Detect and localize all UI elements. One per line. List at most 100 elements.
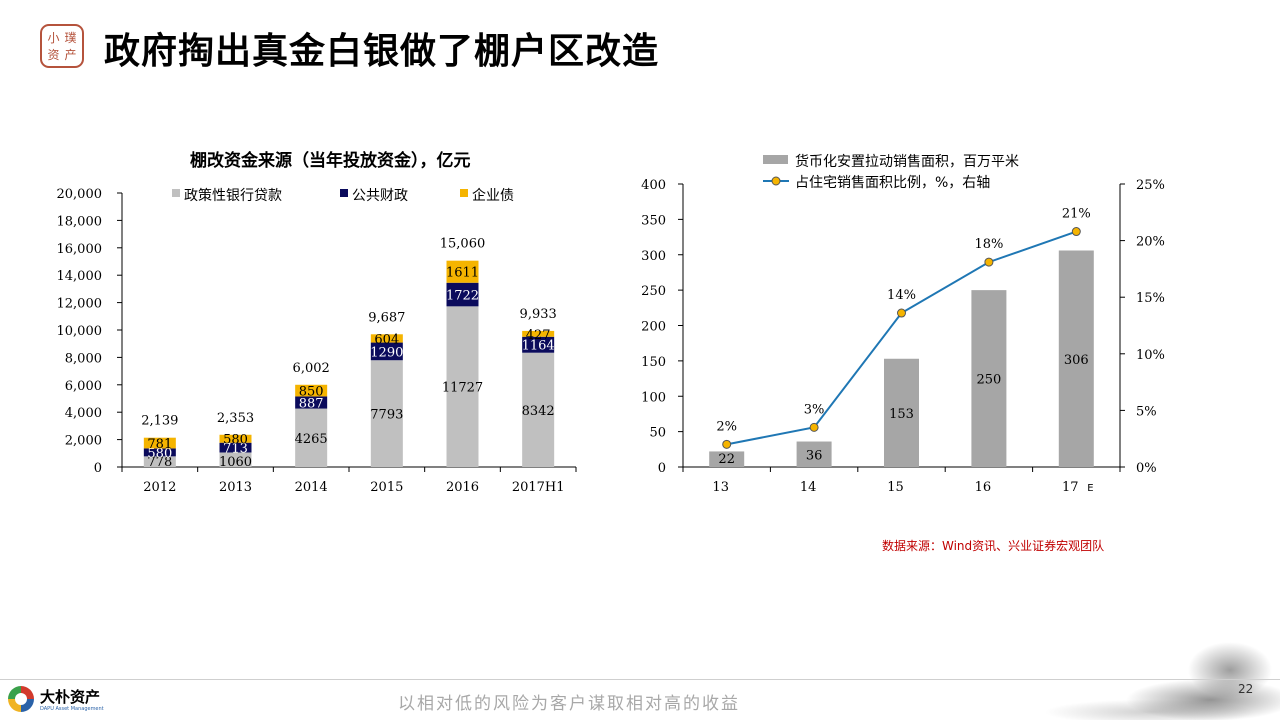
legend-swatch <box>172 189 180 197</box>
x-tick-label: 17 <box>1062 480 1079 495</box>
seal-char: 璞 <box>64 30 77 45</box>
bar <box>1058 250 1094 467</box>
bar-segment <box>522 352 555 467</box>
bar-data-label: 604 <box>374 332 399 347</box>
bar-data-label: 887 <box>299 396 324 411</box>
x-tick-label: 13 <box>712 480 729 495</box>
bar-data-label: 427 <box>526 328 551 343</box>
left-y-tick-label: 100 <box>641 390 666 405</box>
bar-segment <box>446 260 479 283</box>
bar-segment <box>522 330 555 337</box>
right-y-tick-label: 10% <box>1136 348 1165 363</box>
legend-label: 公共财政 <box>352 188 408 204</box>
y-tick-label: 2,000 <box>65 434 102 449</box>
bar-segment <box>522 336 555 353</box>
bar-total-label: 15,060 <box>440 237 486 252</box>
right-y-tick-label: 5% <box>1136 404 1157 419</box>
bar-data-label: 11727 <box>442 381 483 396</box>
bar-data-label: 1164 <box>522 339 555 354</box>
bar-data-label: 713 <box>223 442 248 457</box>
bar-data-label: 4265 <box>295 432 328 447</box>
left-y-tick-label: 0 <box>658 461 666 476</box>
bar <box>971 290 1007 467</box>
footer-divider <box>0 679 1280 680</box>
bar <box>709 451 745 467</box>
legend-swatch <box>340 189 348 197</box>
bar-segment <box>219 434 252 443</box>
line-data-label: 14% <box>887 288 916 303</box>
bar-segment <box>370 360 403 467</box>
y-tick-label: 6,000 <box>65 379 102 394</box>
bar-data-label: 1060 <box>219 455 252 470</box>
data-source-note: 数据来源：Wind资讯、兴业证券宏观团队 <box>882 539 1105 553</box>
bar-segment <box>370 334 403 343</box>
line-marker <box>722 439 732 449</box>
bar-data-label: 1722 <box>446 289 479 304</box>
line-marker <box>984 257 994 267</box>
bar-data-label: 850 <box>299 385 324 400</box>
seal-char: 资 <box>47 47 60 62</box>
y-tick-label: 10,000 <box>57 324 103 339</box>
bar-segment <box>370 342 403 361</box>
bar <box>884 358 919 467</box>
footer-slogan: 以相对低的风险为客户谋取相对高的收益 <box>398 694 740 714</box>
bar-segment <box>295 408 328 467</box>
legend-swatch <box>460 189 468 197</box>
bar-segment <box>446 306 479 467</box>
bar-data-label: 1290 <box>370 345 403 360</box>
bar-data-label: 8342 <box>522 404 555 419</box>
bar-data-label: 781 <box>147 437 172 452</box>
bar-data-label: 250 <box>976 373 1001 388</box>
line-data-label: 3% <box>804 402 825 417</box>
y-tick-label: 20,000 <box>57 187 103 202</box>
bar-segment <box>143 448 176 457</box>
company-seal-logo: 小 璞 资 产 <box>40 24 84 68</box>
bar-total-label: 9,687 <box>368 310 405 325</box>
x-tick-label: 2016 <box>446 480 479 495</box>
x-tick-label: 2012 <box>143 480 176 495</box>
left-y-tick-label: 150 <box>641 355 666 370</box>
page-number: 22 <box>1238 682 1254 696</box>
legend-swatch-bar <box>763 155 788 164</box>
bar-data-label: 778 <box>147 455 172 470</box>
left-y-tick-label: 300 <box>641 249 666 264</box>
right-y-tick-label: 25% <box>1136 178 1165 193</box>
x-tick-label: 14 <box>800 480 817 495</box>
logo-name: 大朴资产 <box>40 688 101 706</box>
left-y-tick-label: 400 <box>641 178 666 193</box>
bar-total-label: 9,933 <box>520 307 557 322</box>
seal-char: 产 <box>64 47 77 62</box>
monetized-resettlement-chart: 0 50 100 150 200 250 300 350 400 0% 5% 10% 15% 20% 25%… <box>641 153 1165 495</box>
x-tick-label: 2017H1 <box>512 480 565 495</box>
logo-subtitle: DAPU Asset Management <box>40 706 104 712</box>
bar-data-label: 36 <box>806 448 823 463</box>
bar <box>796 441 832 467</box>
bar-segment <box>219 452 252 467</box>
y-tick-label: 16,000 <box>57 242 103 257</box>
left-y-tick-label: 350 <box>641 213 666 228</box>
line-data-label: 21% <box>1062 207 1091 222</box>
bar-segment <box>143 456 176 467</box>
ink-landscape-decoration <box>1000 630 1280 720</box>
legend-label: 企业债 <box>472 187 514 204</box>
bar-segment <box>446 282 479 307</box>
y-tick-label: 4,000 <box>65 406 102 421</box>
x-tick-label: 2013 <box>219 480 252 495</box>
y-tick-label: 0 <box>94 461 102 476</box>
funding-source-stacked-bar-chart: 0 2,000 4,000 6,000 8,000 10,000 12,000 14,000 1… <box>57 187 577 495</box>
line-data-label: 18% <box>974 237 1003 252</box>
legend-swatch-marker <box>771 176 781 186</box>
right-y-tick-label: 0% <box>1136 461 1157 476</box>
bar-data-label: 22 <box>718 452 735 467</box>
seal-char: 小 <box>47 30 60 45</box>
left-y-tick-label: 200 <box>641 320 666 335</box>
line-marker <box>1071 227 1081 237</box>
bar-total-label: 2,353 <box>217 411 254 426</box>
bar-data-label: 1611 <box>446 266 479 281</box>
bar-data-label: 580 <box>147 446 172 461</box>
legend-label: 政策性银行贷款 <box>184 187 282 204</box>
left-y-tick-label: 250 <box>641 284 666 299</box>
line-data-label: 2% <box>716 419 737 434</box>
x-tick-label: 16 <box>975 480 992 495</box>
line-marker <box>809 422 819 432</box>
